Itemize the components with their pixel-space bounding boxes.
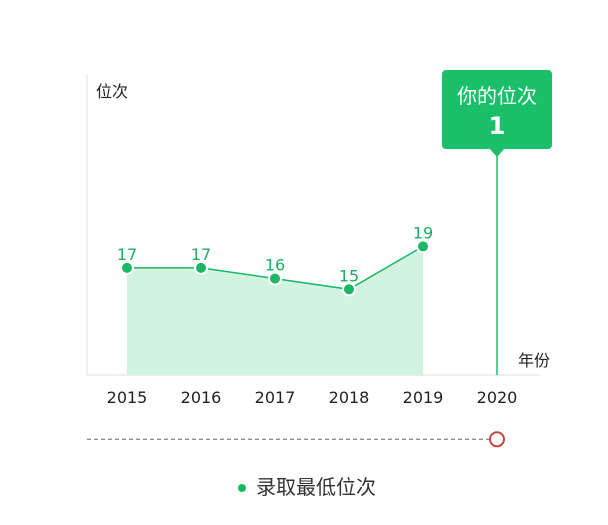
data-point [342, 282, 356, 297]
x-tick-labels: 2015 2016 2017 2018 2019 2020 [107, 388, 518, 407]
data-point [268, 271, 282, 286]
data-point [194, 260, 208, 275]
your-rank-callout-box [442, 70, 552, 149]
series-points: 17 17 16 15 19 [117, 223, 433, 297]
x-axis-title: 年份 [518, 351, 550, 370]
x-tick-label: 2019 [403, 388, 444, 407]
data-label: 19 [413, 223, 433, 242]
your-rank-callout-title: 你的位次 [457, 84, 537, 108]
data-label: 15 [339, 266, 359, 285]
data-point [120, 260, 134, 275]
your-rank-marker [489, 431, 505, 448]
data-point [416, 239, 430, 254]
data-label: 16 [265, 256, 285, 275]
data-label: 17 [117, 245, 137, 264]
legend-marker [238, 484, 246, 492]
x-tick-label: 2015 [107, 388, 148, 407]
your-rank-callout-pointer [489, 148, 505, 157]
x-tick-label: 2016 [181, 388, 222, 407]
x-tick-label: 2018 [329, 388, 370, 407]
your-rank-callout-value: 1 [489, 112, 506, 140]
x-tick-label: 2020 [477, 388, 518, 407]
x-tick-label: 2017 [255, 388, 296, 407]
y-axis-title: 位次 [96, 82, 128, 101]
data-label: 17 [191, 245, 211, 264]
your-rank-callout: 你的位次 1 [442, 70, 552, 157]
legend-label: 录取最低位次 [256, 475, 376, 499]
legend: 录取最低位次 [238, 475, 376, 499]
series-area [127, 246, 423, 375]
